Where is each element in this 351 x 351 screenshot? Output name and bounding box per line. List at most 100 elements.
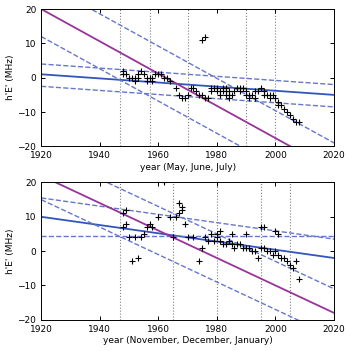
Point (176, 211, 182, 216)
Point (161, 75, 167, 80)
Point (208, 85, 214, 91)
Point (276, 102, 281, 108)
Point (234, 85, 240, 91)
Point (261, 89, 267, 94)
Point (199, 92, 205, 98)
Point (155, 72, 161, 77)
Point (223, 241, 229, 247)
Point (135, 255, 141, 261)
Point (120, 211, 126, 216)
Point (246, 245, 252, 251)
Point (150, 78, 155, 84)
Point (194, 89, 199, 94)
Point (243, 89, 249, 94)
Point (279, 255, 284, 261)
Point (173, 214, 179, 220)
Point (120, 68, 126, 74)
Point (232, 89, 237, 94)
Point (220, 89, 226, 94)
Point (173, 85, 179, 91)
Point (223, 85, 229, 91)
Point (167, 78, 173, 84)
Point (252, 95, 258, 101)
Point (238, 89, 243, 94)
Point (226, 89, 231, 94)
Point (284, 109, 290, 115)
Point (229, 92, 234, 98)
Point (296, 120, 302, 125)
Point (267, 248, 272, 254)
Y-axis label: h'E' (MHz): h'E' (MHz) (6, 229, 14, 274)
Point (176, 200, 182, 206)
Point (264, 248, 270, 254)
Point (144, 224, 150, 230)
Point (179, 204, 185, 209)
Point (214, 234, 220, 240)
Point (129, 259, 135, 264)
Point (229, 241, 234, 247)
Point (208, 231, 214, 237)
Point (211, 238, 217, 244)
Point (267, 92, 272, 98)
Point (203, 234, 208, 240)
Point (252, 248, 258, 254)
Point (129, 75, 135, 80)
Point (135, 75, 141, 80)
Point (273, 248, 278, 254)
Point (214, 231, 220, 237)
Point (246, 92, 252, 98)
Point (214, 85, 220, 91)
Point (199, 37, 205, 43)
Point (211, 85, 217, 91)
Point (167, 214, 173, 220)
Point (220, 85, 226, 91)
Point (249, 92, 255, 98)
Point (232, 245, 237, 251)
Point (226, 95, 231, 101)
Point (273, 95, 278, 101)
Point (255, 89, 261, 94)
Point (226, 238, 231, 244)
Point (243, 245, 249, 251)
Point (141, 231, 146, 237)
Point (217, 89, 223, 94)
Point (161, 180, 167, 185)
Point (170, 234, 176, 240)
Point (290, 265, 296, 271)
Point (255, 255, 261, 261)
Point (197, 259, 202, 264)
Point (217, 92, 223, 98)
Point (205, 238, 211, 244)
Point (282, 255, 287, 261)
Point (150, 224, 155, 230)
X-axis label: year (May, June, July): year (May, June, July) (140, 163, 236, 172)
Point (214, 89, 220, 94)
Point (147, 75, 152, 80)
Point (229, 231, 234, 237)
Point (182, 221, 187, 226)
Point (132, 234, 138, 240)
Point (252, 89, 258, 94)
Point (138, 234, 144, 240)
Point (279, 102, 284, 108)
Point (155, 214, 161, 220)
Point (258, 224, 264, 230)
Point (243, 92, 249, 98)
Point (203, 34, 208, 39)
Point (293, 120, 299, 125)
Point (126, 234, 132, 240)
X-axis label: year (November, December, January): year (November, December, January) (103, 337, 272, 345)
Point (203, 95, 208, 101)
Point (120, 224, 126, 230)
Point (270, 92, 276, 98)
Point (123, 207, 129, 213)
Point (261, 92, 267, 98)
Point (261, 224, 267, 230)
Point (240, 245, 246, 251)
Point (276, 231, 281, 237)
Point (197, 92, 202, 98)
Point (284, 259, 290, 264)
Point (273, 228, 278, 233)
Point (238, 85, 243, 91)
Point (261, 245, 267, 251)
